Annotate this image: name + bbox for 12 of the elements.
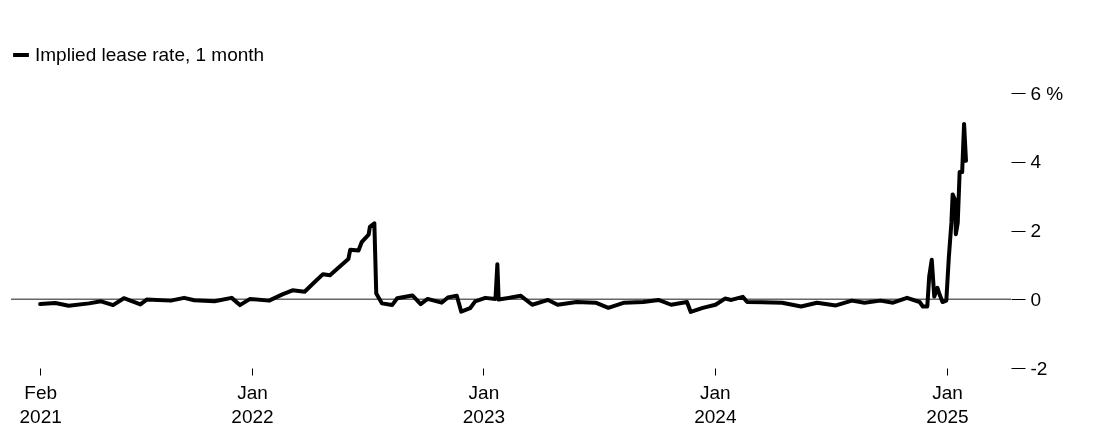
x-tick-label: Jan 2023	[462, 381, 506, 427]
x-tick-label: Jan 2024	[694, 381, 737, 427]
line-series	[38, 121, 968, 314]
x-tick-label: Jan 2022	[231, 381, 274, 427]
x-tick-label: Jan 2025	[926, 381, 969, 427]
legend-label: Implied lease rate, 1 month	[35, 44, 265, 65]
y-tick-label: -2	[1030, 357, 1048, 379]
y-tick-label: 4	[1030, 151, 1042, 173]
x-tick-label: Feb 2021	[19, 381, 62, 427]
y-tick-label: 6 %	[1030, 82, 1064, 104]
y-tick-label: 2	[1030, 220, 1042, 241]
y-tick-label: 0	[1030, 288, 1042, 310]
